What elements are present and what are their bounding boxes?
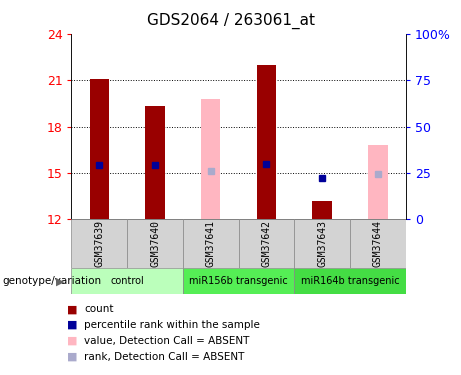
Bar (294, 268, 406, 294)
Text: GSM37642: GSM37642 (261, 220, 272, 267)
Bar (89, 79, 109, 219)
Text: ■: ■ (67, 352, 77, 362)
Text: GSM37641: GSM37641 (206, 220, 216, 267)
Bar (127, 219, 183, 268)
Bar (145, 106, 165, 219)
Text: value, Detection Call = ABSENT: value, Detection Call = ABSENT (84, 336, 250, 346)
Text: miR164b transgenic: miR164b transgenic (301, 276, 399, 286)
Text: GDS2064 / 263061_at: GDS2064 / 263061_at (147, 13, 314, 29)
Bar (257, 65, 276, 219)
Text: rank, Detection Call = ABSENT: rank, Detection Call = ABSENT (84, 352, 245, 362)
Bar (183, 268, 294, 294)
Text: count: count (84, 304, 114, 314)
Text: control: control (110, 276, 144, 286)
Bar (294, 219, 350, 268)
Bar (368, 145, 388, 219)
Text: miR156b transgenic: miR156b transgenic (189, 276, 288, 286)
Text: genotype/variation: genotype/variation (2, 276, 101, 286)
Bar (313, 201, 332, 219)
Text: GSM37643: GSM37643 (317, 220, 327, 267)
Text: ▶: ▶ (56, 276, 64, 286)
Text: ■: ■ (67, 320, 77, 330)
Text: GSM37644: GSM37644 (373, 220, 383, 267)
Text: ■: ■ (67, 336, 77, 346)
Bar (183, 219, 238, 268)
Text: GSM37640: GSM37640 (150, 220, 160, 267)
Bar (239, 219, 294, 268)
Bar (71, 219, 127, 268)
Bar (201, 99, 220, 219)
Text: percentile rank within the sample: percentile rank within the sample (84, 320, 260, 330)
Bar (71, 268, 183, 294)
Bar (350, 219, 406, 268)
Text: GSM37639: GSM37639 (95, 220, 104, 267)
Text: ■: ■ (67, 304, 77, 314)
